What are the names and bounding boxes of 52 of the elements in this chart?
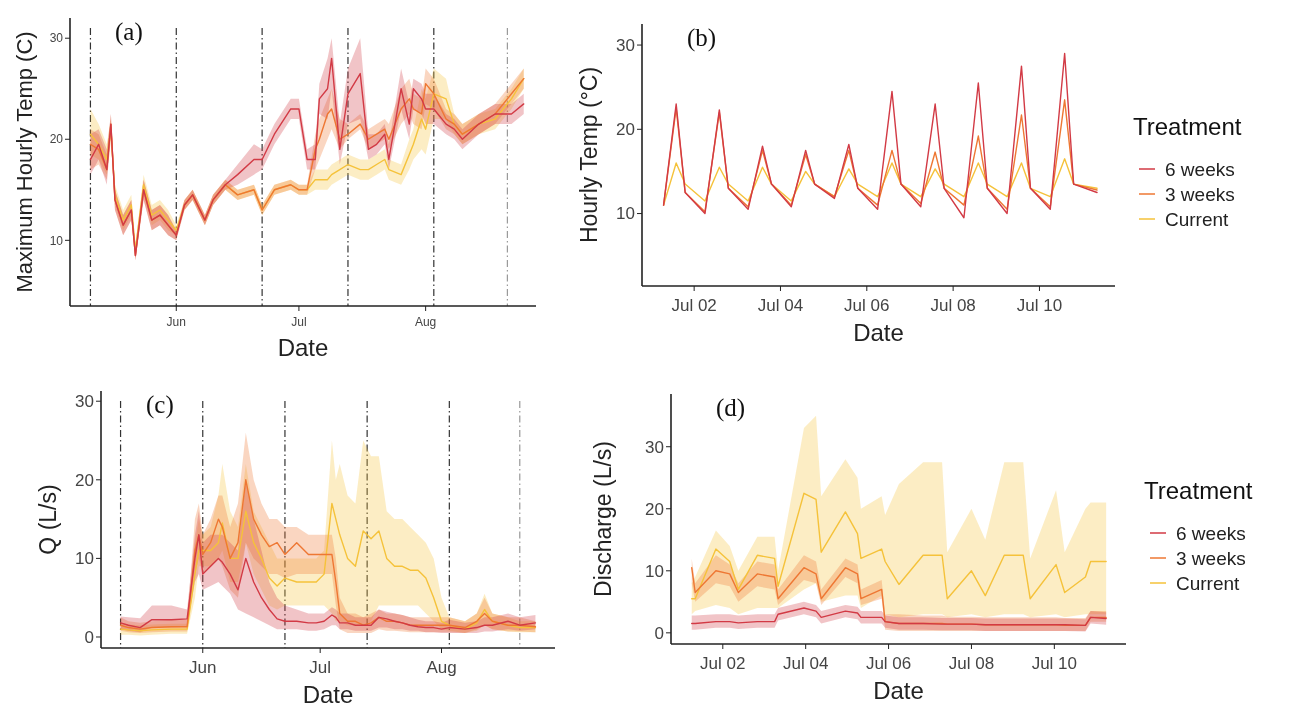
- x-tick-label: Jul 04: [757, 296, 804, 315]
- y-tick-label: 20: [75, 470, 94, 490]
- x-tick-label: Jul 04: [783, 654, 829, 673]
- chart-title: (a): [115, 18, 143, 46]
- y-tick-label: 10: [49, 233, 64, 248]
- x-tick-label: Aug: [426, 658, 457, 677]
- y-axis-title: Maximum Hourly Temp (C): [12, 31, 37, 293]
- x-axis-title: Date: [302, 681, 354, 708]
- legend-label: Current: [1165, 208, 1230, 230]
- y-tick-label: 10: [616, 204, 635, 224]
- y-axis-title: Hourly Temp (°C): [576, 66, 602, 244]
- x-tick-label: Aug: [414, 315, 437, 329]
- y-axis-title: Q (L/s): [35, 484, 61, 555]
- y-tick-label: 20: [49, 132, 64, 147]
- x-tick-label: Jun: [189, 658, 217, 677]
- chart-title: (d): [716, 394, 746, 422]
- x-tick-label: Jul: [291, 315, 307, 329]
- x-tick-label: Jul 06: [844, 296, 890, 315]
- x-tick-label: Jul 06: [865, 654, 912, 673]
- y-tick-label: 30: [616, 36, 635, 56]
- x-tick-label: Jul 02: [700, 654, 746, 673]
- x-tick-label: Jul: [309, 658, 332, 677]
- x-tick-label: Jul 08: [948, 654, 995, 673]
- y-tick-label: 30: [645, 437, 664, 457]
- y-tick-label: 0: [84, 627, 94, 647]
- line-series: [119, 502, 537, 632]
- y-tick-label: 10: [75, 549, 94, 569]
- x-tick-label: Jul 10: [1031, 654, 1078, 673]
- legend-label: 6 weeks: [1176, 522, 1246, 544]
- x-axis-title: Date: [853, 319, 904, 346]
- legend-label: Current: [1176, 572, 1241, 594]
- y-tick-label: 10: [645, 561, 664, 581]
- y-tick-label: 30: [49, 31, 64, 46]
- legend-label: 3 weeks: [1176, 547, 1246, 569]
- y-tick-label: 0: [654, 623, 664, 643]
- x-tick-label: Jun: [166, 315, 186, 329]
- x-tick-label: Jul 08: [930, 296, 976, 315]
- y-tick-label: 30: [75, 392, 94, 412]
- y-tick-label: 20: [645, 499, 664, 519]
- chart-title: (c): [146, 391, 174, 419]
- chart-title: (b): [687, 24, 717, 52]
- x-axis-title: Date: [873, 677, 924, 704]
- legend-title: Treatment: [1144, 477, 1253, 504]
- legend-title: Treatment: [1133, 113, 1242, 140]
- x-tick-label: Jul 10: [1016, 296, 1063, 315]
- y-axis-title: Discharge (L/s): [590, 441, 616, 597]
- y-tick-label: 20: [616, 120, 635, 140]
- x-axis-title: Date: [277, 334, 329, 361]
- x-tick-label: Jul 02: [671, 296, 717, 315]
- line-series: [119, 534, 537, 630]
- legend-label: 6 weeks: [1165, 158, 1235, 180]
- legend-label: 3 weeks: [1165, 183, 1235, 205]
